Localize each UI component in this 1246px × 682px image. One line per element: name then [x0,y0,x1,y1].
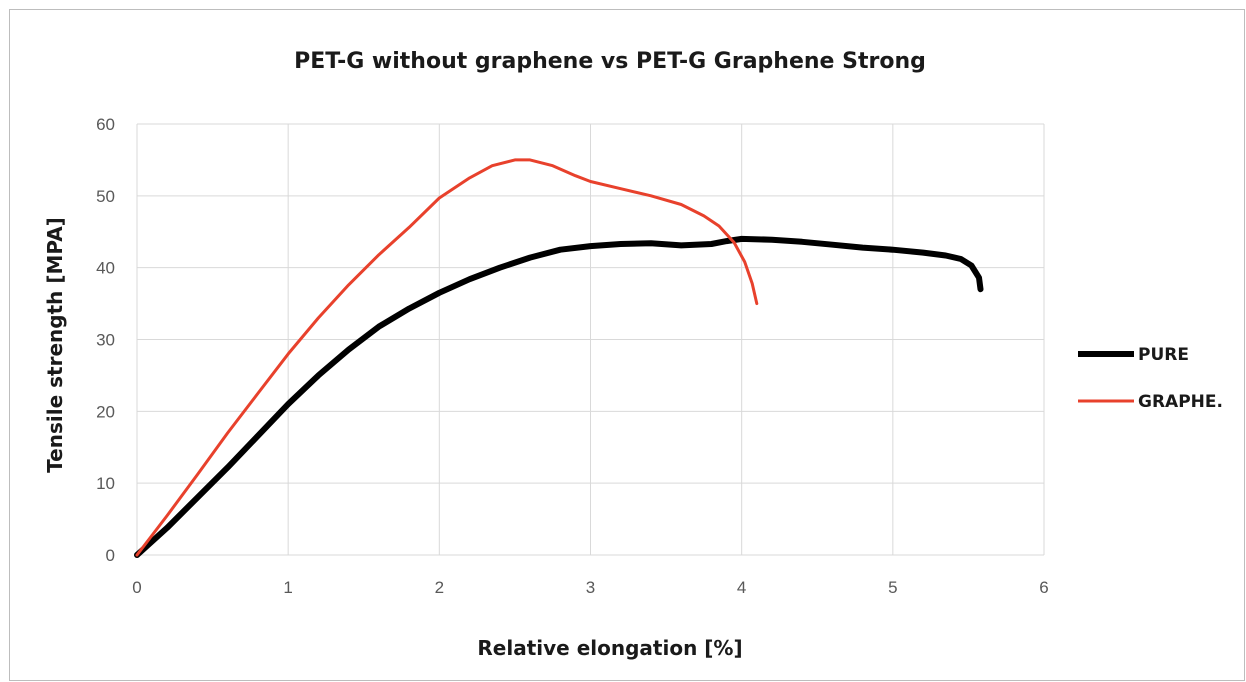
y-tick-label: 40 [96,259,115,278]
y-tick-label: 30 [96,331,115,350]
chart-title: PET-G without graphene vs PET-G Graphene… [294,49,926,74]
x-tick-label: 5 [888,578,897,597]
y-tick-label: 50 [96,187,115,206]
series-lines [134,158,984,558]
series-line-pure [134,235,984,558]
legend: PURE GRAPHE. [1078,345,1223,412]
y-tick-label: 10 [96,474,115,493]
chart-frame [9,9,1245,681]
y-axis-label: Tensile strength [MPA] [43,217,67,473]
series-line-graphe [135,158,759,557]
x-tick-label: 2 [435,578,444,597]
legend-label: GRAPHE. [1138,392,1223,412]
x-tick-label: 6 [1039,578,1048,597]
x-axis-label: Relative elongation [%] [477,636,742,660]
x-tick-label: 0 [132,578,141,597]
x-tick-label: 1 [283,578,292,597]
x-tick-label: 3 [586,578,595,597]
y-tick-label: 20 [96,402,115,421]
x-tick-label: 4 [737,578,746,597]
legend-label: PURE [1138,345,1189,365]
grid-lines [136,123,1045,556]
y-tick-label: 0 [106,546,115,565]
tick-labels: 0 10 20 30 40 50 60 0 1 2 3 4 5 6 [96,115,1049,597]
y-tick-label: 60 [96,115,115,134]
